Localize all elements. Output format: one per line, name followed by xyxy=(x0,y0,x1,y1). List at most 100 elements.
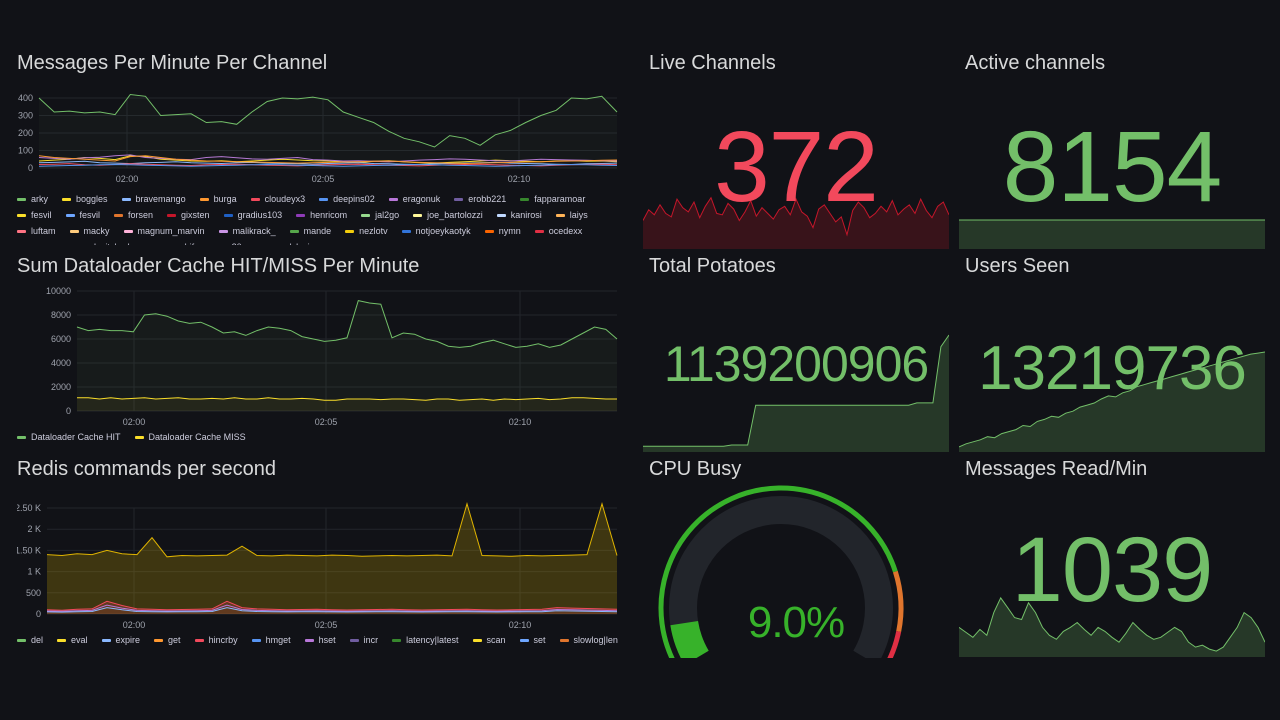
legend-swatch xyxy=(251,639,261,643)
legend-item[interactable]: fesvil xyxy=(65,207,100,223)
series-line[interactable] xyxy=(46,604,618,612)
legend-item[interactable]: ocedexx xyxy=(534,223,582,239)
series-line[interactable] xyxy=(38,154,618,163)
legend-item[interactable]: magnum_marvin xyxy=(123,223,205,239)
panel-title[interactable]: Users Seen xyxy=(965,255,1070,277)
legend-item[interactable]: kanirosi xyxy=(496,207,542,223)
legend-swatch xyxy=(454,198,464,202)
legend-label: nezlotv xyxy=(359,226,388,236)
legend-item[interactable]: forsen xyxy=(114,207,153,223)
x-tick-label: 02:00 xyxy=(116,174,139,184)
legend-item[interactable]: burga xyxy=(199,191,237,207)
legend-item[interactable]: gradius103 xyxy=(223,207,282,223)
y-tick-label: 6000 xyxy=(51,334,71,344)
legend-item[interactable]: expire xyxy=(101,632,140,648)
panel-title[interactable]: Active channels xyxy=(965,52,1106,74)
sparkline-line xyxy=(959,351,1265,448)
legend-swatch xyxy=(65,214,75,218)
dataloader-legend: Dataloader Cache HIT Dataloader Cache MIS… xyxy=(17,429,633,445)
legend-item[interactable]: latency|latest xyxy=(392,632,459,648)
series-line[interactable] xyxy=(46,600,618,611)
legend-item[interactable]: pengeg xyxy=(17,239,61,245)
legend-swatch xyxy=(134,436,144,440)
legend-item[interactable]: deepins02 xyxy=(319,191,375,207)
panel-title[interactable]: Messages Per Minute Per Channel xyxy=(17,52,328,74)
legend-item[interactable]: slowlog|len xyxy=(559,632,618,648)
legend-item[interactable]: r20cs xyxy=(215,239,251,245)
sparkline-area xyxy=(959,352,1265,452)
legend-item[interactable]: laiys xyxy=(555,207,588,223)
legend-item[interactable]: mande xyxy=(289,223,332,239)
legend-swatch xyxy=(361,214,371,218)
series-line[interactable] xyxy=(46,501,618,558)
legend-label: forsen xyxy=(128,210,154,220)
legend-item[interactable]: get xyxy=(154,632,181,648)
legend-item[interactable]: fesvil xyxy=(17,207,52,223)
legend-swatch xyxy=(496,214,506,218)
legend-item[interactable]: henricom xyxy=(296,207,347,223)
legend-item[interactable]: eragonuk xyxy=(388,191,441,207)
x-tick-label: 02:10 xyxy=(508,174,531,184)
legend-item[interactable]: hmget xyxy=(251,632,291,648)
legend-swatch xyxy=(559,639,569,643)
legend-label: hmget xyxy=(265,635,291,645)
legend-item[interactable]: Dataloader Cache MISS xyxy=(134,429,246,445)
legend-item[interactable]: luftam xyxy=(17,223,56,239)
legend-item[interactable]: playitshady xyxy=(75,239,134,245)
legend-item[interactable]: preachifw xyxy=(148,239,201,245)
series-line[interactable] xyxy=(38,163,618,167)
legend-item[interactable]: eval xyxy=(57,632,88,648)
legend-item[interactable]: joe_bartolozzi xyxy=(413,207,483,223)
panel-title[interactable]: Sum Dataloader Cache HIT/MISS Per Minute xyxy=(17,255,420,277)
legend-item[interactable]: radzluzin xyxy=(265,239,315,245)
legend-item[interactable]: Dataloader Cache HIT xyxy=(17,429,121,445)
y-tick-label: 400 xyxy=(18,93,33,103)
series-line[interactable] xyxy=(77,397,617,401)
y-tick-label: 10000 xyxy=(46,286,71,296)
legend-item[interactable]: hincrby xyxy=(194,632,238,648)
legend-swatch xyxy=(69,230,79,234)
panel-title[interactable]: Redis commands per second xyxy=(17,458,277,480)
legend-item[interactable]: erobb221 xyxy=(454,191,506,207)
legend-label: eragonuk xyxy=(402,194,441,204)
series-line[interactable] xyxy=(76,300,618,348)
series-line[interactable] xyxy=(46,607,618,613)
y-tick-label: 0 xyxy=(66,406,71,416)
panel-title[interactable]: Total Potatoes xyxy=(649,255,776,277)
legend-item[interactable]: bravemango xyxy=(121,191,186,207)
legend-item[interactable]: del xyxy=(17,632,43,648)
legend-item[interactable]: jal2go xyxy=(361,207,399,223)
legend-swatch xyxy=(199,198,209,202)
legend-item[interactable]: set xyxy=(519,632,546,648)
legend-item[interactable]: incr xyxy=(349,632,378,648)
legend-label: arky xyxy=(31,194,49,204)
legend-item[interactable]: nymn xyxy=(484,223,521,239)
panel-title[interactable]: Messages Read/Min xyxy=(965,458,1148,480)
legend-item[interactable]: malikrack_ xyxy=(218,223,276,239)
y-tick-label: 1 K xyxy=(27,567,41,577)
legend-item[interactable]: macky xyxy=(69,223,110,239)
cpu-gauge xyxy=(658,485,904,658)
legend-item[interactable]: scan xyxy=(472,632,506,648)
legend-label: deepins02 xyxy=(333,194,375,204)
series-line[interactable] xyxy=(38,155,618,165)
legend-swatch xyxy=(101,639,111,643)
legend-label: mande xyxy=(303,226,332,236)
legend-label: hset xyxy=(318,635,336,645)
legend-item[interactable]: notjoeykaotyk xyxy=(401,223,471,239)
panel-users-seen: Users Seen 13219736 xyxy=(959,255,1265,453)
y-tick-label: 0 xyxy=(36,609,41,619)
panel-title[interactable]: CPU Busy xyxy=(649,458,742,480)
series-line[interactable] xyxy=(38,93,618,148)
legend-item[interactable]: cloudeyx3 xyxy=(250,191,305,207)
redis-chart: 2.50 K 2 K 1.50 K 1 K 500 0 02:00 02:05 02:10 xyxy=(17,501,618,630)
series-line[interactable] xyxy=(38,160,618,166)
legend-item[interactable]: gixsten xyxy=(167,207,210,223)
legend-item[interactable]: boggles xyxy=(62,191,108,207)
legend-swatch xyxy=(223,214,233,218)
panel-title[interactable]: Live Channels xyxy=(649,52,776,74)
legend-item[interactable]: arky xyxy=(17,191,48,207)
legend-item[interactable]: hset xyxy=(304,632,336,648)
legend-item[interactable]: fapparamoar xyxy=(520,191,585,207)
legend-item[interactable]: nezlotv xyxy=(345,223,388,239)
